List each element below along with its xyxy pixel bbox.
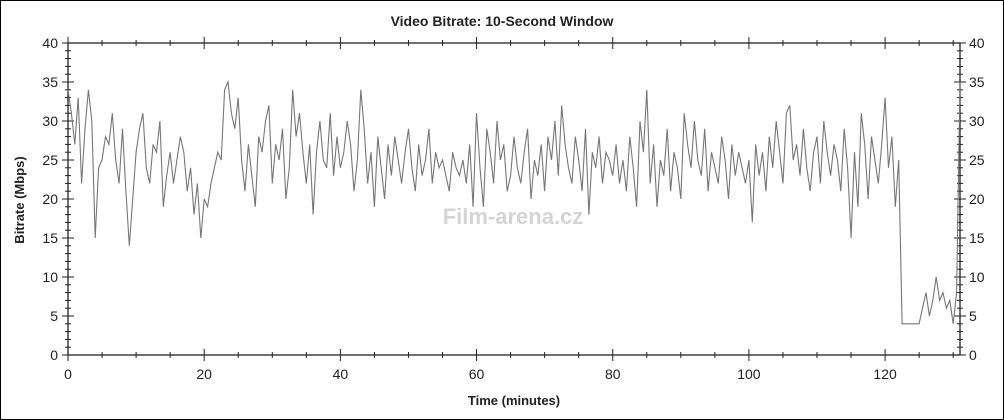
chart-title: Video Bitrate: 10-Second Window xyxy=(391,13,614,29)
y-tick-label-left: 30 xyxy=(42,113,58,129)
y-tick-label-right: 0 xyxy=(969,347,977,363)
y-tick-label-left: 25 xyxy=(42,152,58,168)
y-tick-label-left: 35 xyxy=(42,74,58,90)
x-tick-label: 60 xyxy=(469,366,485,382)
x-tick-label: 80 xyxy=(605,366,621,382)
y-tick-label-right: 25 xyxy=(969,152,985,168)
y-tick-label-left: 10 xyxy=(42,269,58,285)
x-tick-label: 40 xyxy=(333,366,349,382)
y-tick-label-right: 10 xyxy=(969,269,985,285)
y-tick-label-left: 20 xyxy=(42,191,58,207)
x-tick-label: 120 xyxy=(873,366,897,382)
y-tick-label-right: 15 xyxy=(969,230,985,246)
watermark-logo: Film-arena.cz xyxy=(443,204,584,229)
y-tick-label-right: 40 xyxy=(969,35,985,51)
x-tick-label: 0 xyxy=(64,366,72,382)
y-tick-label-left: 0 xyxy=(50,347,58,363)
y-tick-label-left: 5 xyxy=(50,308,58,324)
x-axis-label: Time (minutes) xyxy=(468,393,560,408)
series-layer xyxy=(67,79,961,325)
y-tick-label-left: 15 xyxy=(42,230,58,246)
bitrate-line xyxy=(67,79,961,325)
y-tick-label-right: 20 xyxy=(969,191,985,207)
y-tick-label-right: 30 xyxy=(969,113,985,129)
x-tick-label: 100 xyxy=(737,366,761,382)
y-tick-label-right: 5 xyxy=(969,308,977,324)
y-axis-label: Bitrate (Mbps) xyxy=(12,156,27,243)
x-tick-label: 20 xyxy=(196,366,212,382)
y-tick-label-left: 40 xyxy=(42,35,58,51)
y-tick-label-right: 35 xyxy=(969,74,985,90)
plot-frame xyxy=(67,42,961,356)
